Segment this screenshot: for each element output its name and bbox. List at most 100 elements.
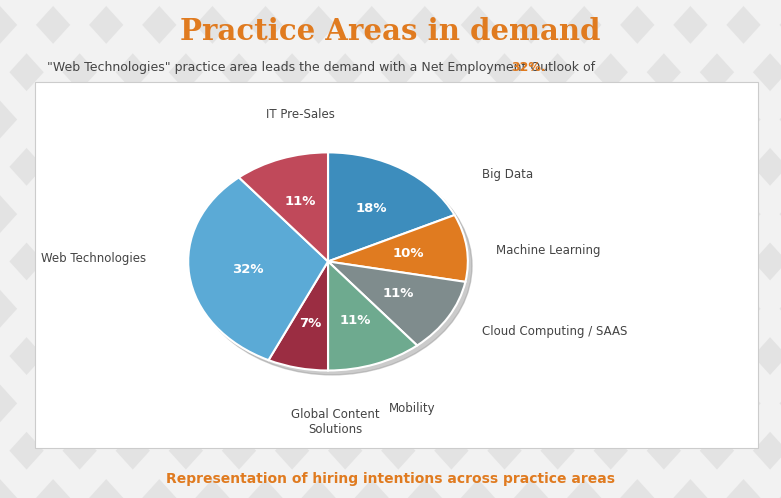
Polygon shape bbox=[0, 479, 17, 498]
Polygon shape bbox=[567, 6, 601, 44]
Polygon shape bbox=[36, 195, 70, 233]
Polygon shape bbox=[9, 432, 44, 470]
Polygon shape bbox=[594, 243, 628, 280]
Polygon shape bbox=[89, 6, 123, 44]
Polygon shape bbox=[0, 195, 17, 233]
Polygon shape bbox=[301, 384, 336, 422]
Polygon shape bbox=[116, 337, 150, 375]
Polygon shape bbox=[700, 53, 734, 91]
Polygon shape bbox=[514, 195, 548, 233]
Polygon shape bbox=[381, 337, 415, 375]
Polygon shape bbox=[434, 243, 469, 280]
Polygon shape bbox=[408, 384, 442, 422]
Polygon shape bbox=[487, 243, 522, 280]
Polygon shape bbox=[381, 432, 415, 470]
Polygon shape bbox=[567, 384, 601, 422]
Wedge shape bbox=[188, 177, 328, 360]
Polygon shape bbox=[355, 384, 389, 422]
Polygon shape bbox=[620, 384, 654, 422]
Polygon shape bbox=[594, 148, 628, 186]
Polygon shape bbox=[540, 53, 575, 91]
Polygon shape bbox=[195, 6, 230, 44]
Polygon shape bbox=[700, 337, 734, 375]
Polygon shape bbox=[248, 479, 283, 498]
Polygon shape bbox=[142, 479, 177, 498]
Polygon shape bbox=[381, 243, 415, 280]
Polygon shape bbox=[248, 195, 283, 233]
Polygon shape bbox=[620, 479, 654, 498]
Polygon shape bbox=[700, 432, 734, 470]
Polygon shape bbox=[753, 337, 781, 375]
Polygon shape bbox=[301, 101, 336, 138]
Polygon shape bbox=[36, 384, 70, 422]
Polygon shape bbox=[328, 243, 362, 280]
Polygon shape bbox=[620, 195, 654, 233]
Polygon shape bbox=[62, 53, 97, 91]
Polygon shape bbox=[62, 432, 97, 470]
Polygon shape bbox=[487, 432, 522, 470]
Polygon shape bbox=[116, 243, 150, 280]
Polygon shape bbox=[673, 101, 708, 138]
Polygon shape bbox=[62, 243, 97, 280]
Polygon shape bbox=[36, 101, 70, 138]
Polygon shape bbox=[222, 243, 256, 280]
Polygon shape bbox=[0, 6, 17, 44]
Polygon shape bbox=[62, 337, 97, 375]
Polygon shape bbox=[222, 432, 256, 470]
Polygon shape bbox=[195, 290, 230, 328]
Polygon shape bbox=[248, 101, 283, 138]
Polygon shape bbox=[726, 101, 761, 138]
Polygon shape bbox=[779, 384, 781, 422]
Polygon shape bbox=[275, 432, 309, 470]
Polygon shape bbox=[355, 290, 389, 328]
Polygon shape bbox=[461, 479, 495, 498]
Polygon shape bbox=[248, 6, 283, 44]
Polygon shape bbox=[9, 148, 44, 186]
Polygon shape bbox=[275, 337, 309, 375]
Wedge shape bbox=[239, 152, 328, 261]
Text: Practice Areas in demand: Practice Areas in demand bbox=[180, 17, 601, 46]
Polygon shape bbox=[540, 337, 575, 375]
Polygon shape bbox=[142, 6, 177, 44]
Text: Machine Learning: Machine Learning bbox=[496, 244, 601, 257]
Polygon shape bbox=[0, 384, 17, 422]
Polygon shape bbox=[222, 337, 256, 375]
Polygon shape bbox=[328, 432, 362, 470]
Polygon shape bbox=[9, 53, 44, 91]
Polygon shape bbox=[514, 290, 548, 328]
Polygon shape bbox=[779, 101, 781, 138]
Polygon shape bbox=[408, 195, 442, 233]
Polygon shape bbox=[726, 195, 761, 233]
Polygon shape bbox=[647, 243, 681, 280]
Text: 7%: 7% bbox=[299, 317, 322, 330]
Polygon shape bbox=[434, 148, 469, 186]
Polygon shape bbox=[248, 384, 283, 422]
Text: IT Pre-Sales: IT Pre-Sales bbox=[266, 108, 334, 121]
Polygon shape bbox=[567, 479, 601, 498]
Polygon shape bbox=[36, 6, 70, 44]
Polygon shape bbox=[142, 384, 177, 422]
Polygon shape bbox=[355, 195, 389, 233]
Polygon shape bbox=[700, 243, 734, 280]
Polygon shape bbox=[620, 101, 654, 138]
Polygon shape bbox=[89, 290, 123, 328]
Polygon shape bbox=[673, 384, 708, 422]
Text: 11%: 11% bbox=[340, 314, 371, 328]
Polygon shape bbox=[0, 101, 17, 138]
Polygon shape bbox=[594, 53, 628, 91]
Polygon shape bbox=[381, 148, 415, 186]
Polygon shape bbox=[248, 290, 283, 328]
Polygon shape bbox=[142, 195, 177, 233]
Polygon shape bbox=[169, 337, 203, 375]
Polygon shape bbox=[355, 479, 389, 498]
Polygon shape bbox=[461, 290, 495, 328]
Polygon shape bbox=[301, 290, 336, 328]
Text: 32%: 32% bbox=[232, 263, 263, 276]
Polygon shape bbox=[540, 148, 575, 186]
Polygon shape bbox=[514, 101, 548, 138]
Wedge shape bbox=[269, 261, 328, 371]
Polygon shape bbox=[328, 53, 362, 91]
Polygon shape bbox=[647, 53, 681, 91]
Polygon shape bbox=[434, 337, 469, 375]
Polygon shape bbox=[275, 243, 309, 280]
